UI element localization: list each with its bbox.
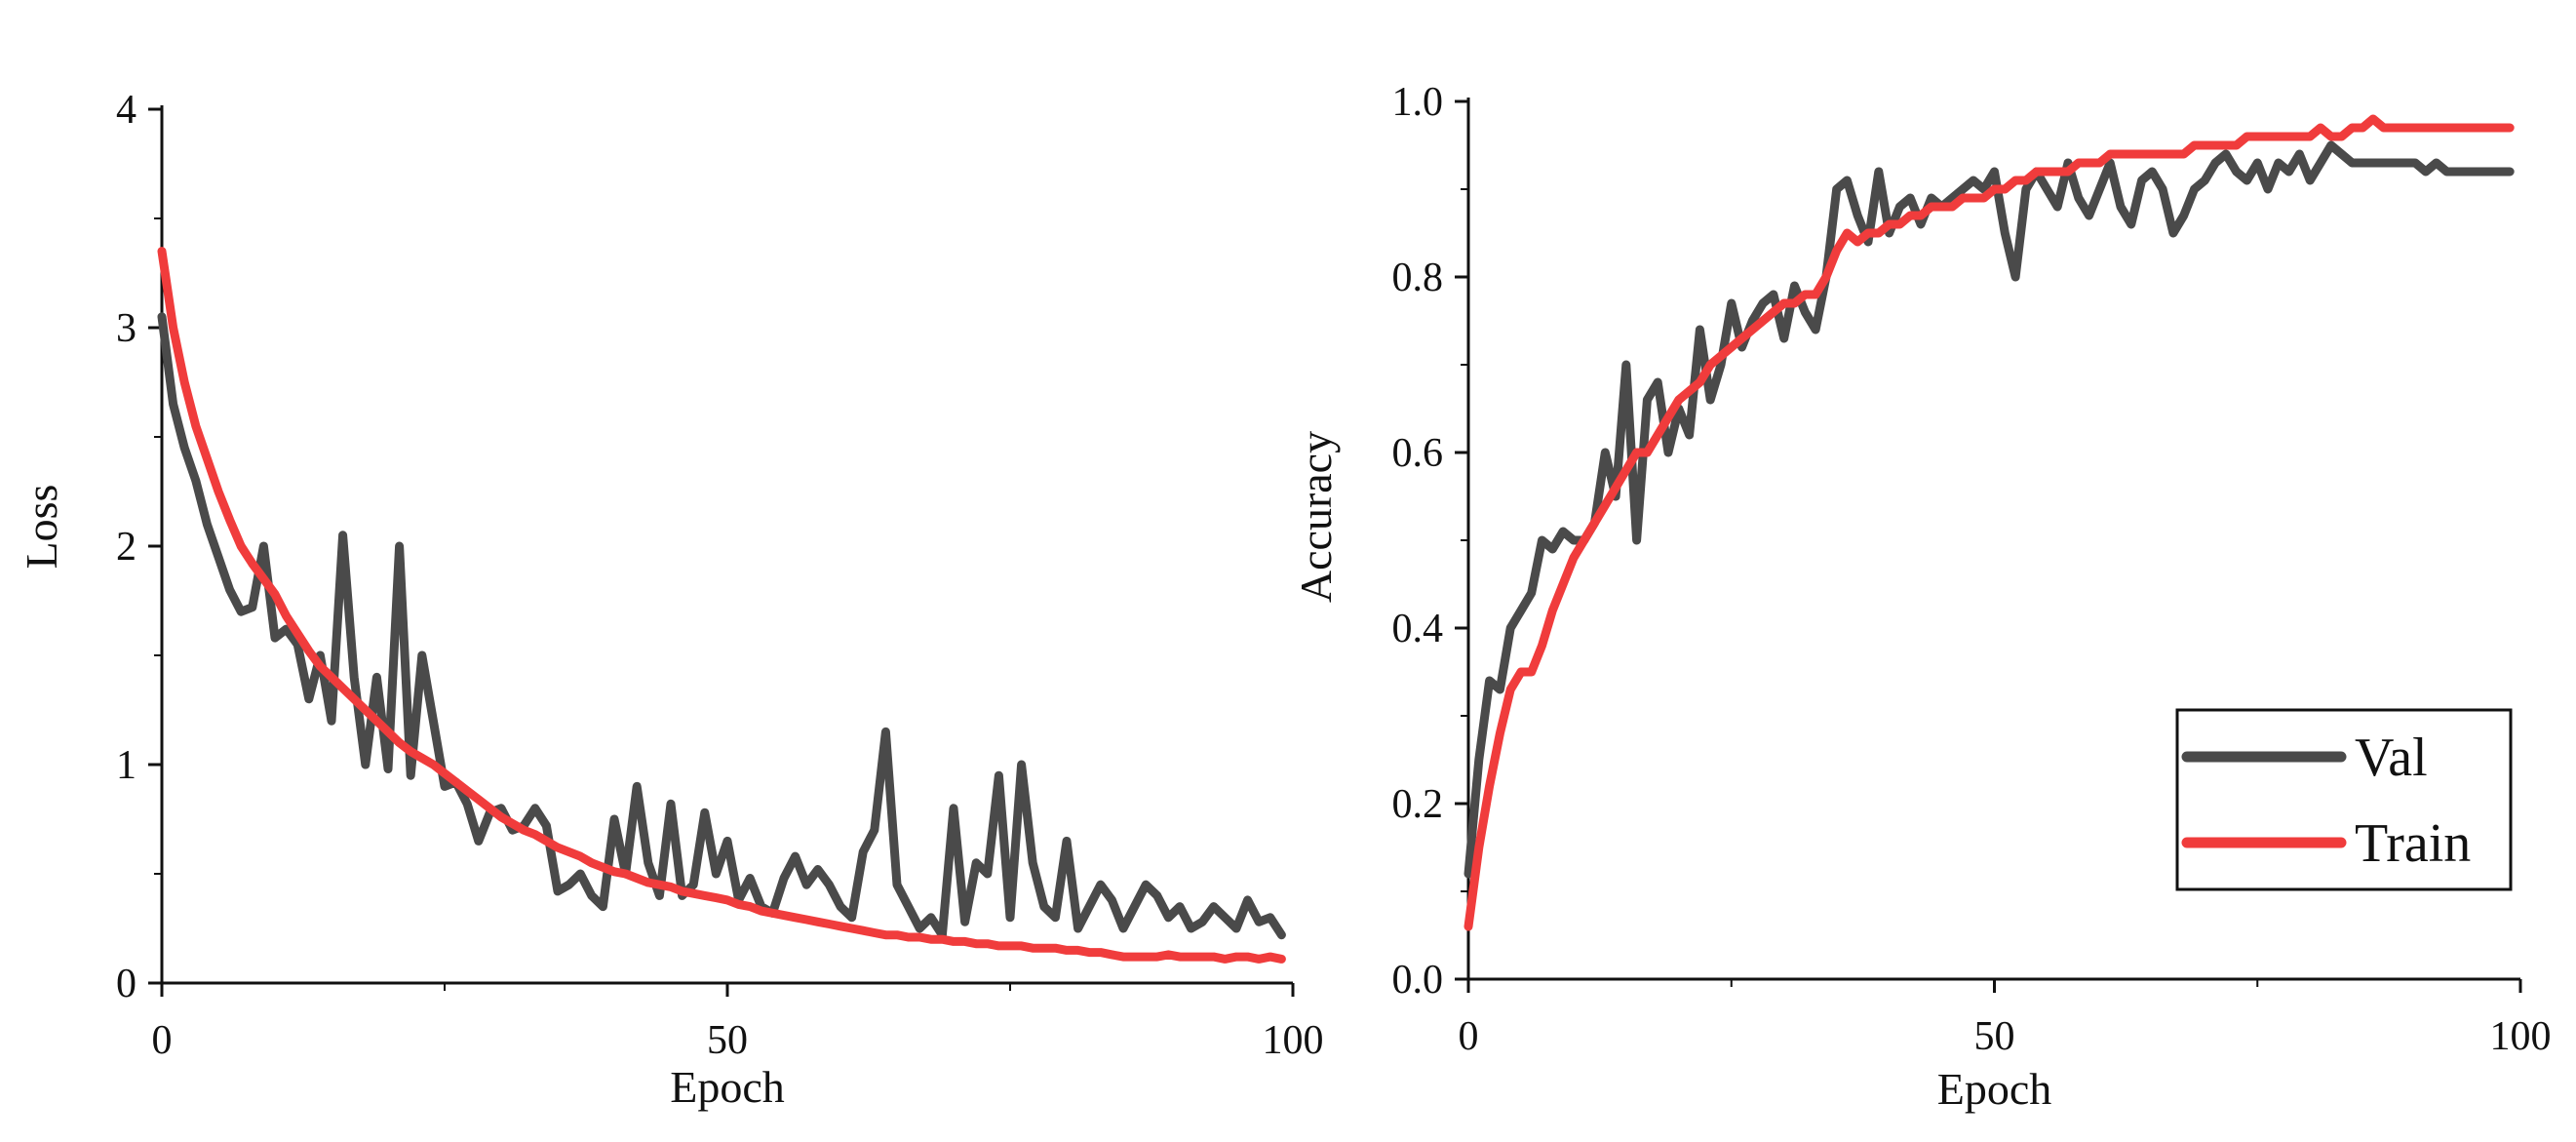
loss-ytick-label: 2 — [116, 525, 137, 570]
legend-box — [2175, 708, 2513, 891]
loss-series-val-line — [157, 312, 1286, 940]
acc-y-axis-title: Accuracy — [1291, 431, 1341, 603]
accuracy-chart: 0.0 0.2 0.4 0.6 0.8 1.0 0 50 100 Epoch Accuracy Val… — [1291, 80, 2552, 1114]
loss-xtick-label: 50 — [707, 1018, 748, 1063]
acc-series-train-line — [1464, 114, 2515, 931]
legend-label-val: Val — [2355, 728, 2428, 788]
acc-ytick-label: 1.0 — [1392, 80, 1444, 125]
acc-series-val-line — [1464, 140, 2515, 879]
loss-series-train-line — [157, 247, 1286, 964]
acc-xtick-label: 0 — [1459, 1014, 1479, 1059]
acc-xtick-label: 100 — [2490, 1014, 2552, 1059]
legend-label-train: Train — [2355, 813, 2471, 874]
acc-ytick-label: 0.2 — [1392, 782, 1444, 827]
loss-x-axis-title: Epoch — [670, 1062, 785, 1112]
acc-ytick-label: 0.8 — [1392, 256, 1444, 300]
loss-xtick-label: 100 — [1263, 1018, 1324, 1063]
acc-xtick-label: 50 — [1974, 1014, 2015, 1059]
loss-chart: 0 1 2 3 4 0 50 100 Epoch Loss — [17, 88, 1324, 1112]
loss-ytick-label: 1 — [116, 743, 137, 788]
acc-ytick-label: 0.0 — [1392, 958, 1444, 1003]
loss-ytick-label: 4 — [116, 88, 137, 133]
loss-ytick-label: 3 — [116, 306, 137, 351]
acc-ytick-label: 0.6 — [1392, 431, 1444, 476]
acc-ytick-label: 0.4 — [1392, 607, 1444, 651]
loss-ytick-label: 0 — [116, 962, 137, 1006]
loss-xtick-label: 0 — [152, 1018, 173, 1063]
loss-y-axis-title: Loss — [17, 485, 66, 570]
acc-x-axis-title: Epoch — [1937, 1064, 2052, 1114]
